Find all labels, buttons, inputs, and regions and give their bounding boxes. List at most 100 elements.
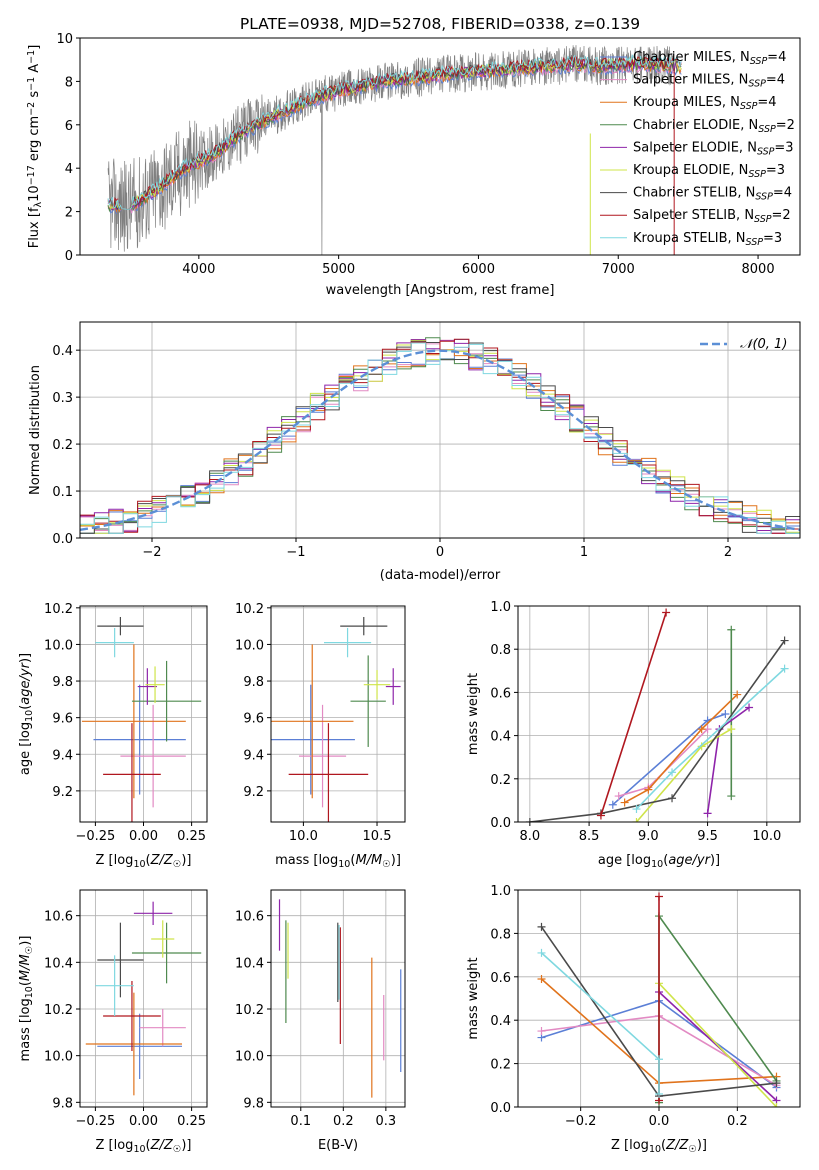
- x-tick-label: 0.0: [649, 1114, 670, 1129]
- y-axis-label: mass weight: [466, 673, 481, 755]
- x-tick-label: 4000: [182, 262, 215, 277]
- x-axis-label: (data-model)/error: [380, 568, 501, 583]
- y-tick-label: 10.2: [235, 602, 264, 617]
- x-tick-label: 0.00: [129, 829, 158, 844]
- legend-label: 𝒩(0, 1): [740, 337, 787, 352]
- x-tick-label: 9.5: [697, 829, 718, 844]
- x-tick-label: 5000: [322, 262, 355, 277]
- y-tick-label: 0.4: [490, 1014, 511, 1029]
- age_vs_mass-plot-area: [271, 616, 401, 822]
- y-tick-label: 0: [65, 249, 73, 264]
- spectrum-legend: Chabrier MILES, NSSP=4 Salpeter MILES, NS…: [600, 50, 795, 248]
- weight-marker: [727, 792, 736, 801]
- y-axis-label: Normed distribution: [28, 365, 43, 495]
- y-tick-label: 0.2: [490, 773, 511, 788]
- x-tick-label: 1: [580, 545, 588, 560]
- weight-marker: [644, 785, 653, 794]
- weight-line-kroupa-elodie: [658, 982, 778, 1107]
- y-tick-label: 0.4: [490, 730, 511, 745]
- weight-marker: [780, 636, 789, 645]
- x-tick-label: −2: [142, 545, 161, 560]
- massweight_vs_age-axes: 8.0 8.5 9.0 9.5 10.0 0.0 0.2 0.4 0.6 0.8 1.0 age [l…: [466, 600, 801, 870]
- legend-label-8: Kroupa STELIB, NSSP=3: [633, 231, 782, 248]
- weight-marker: [703, 809, 712, 818]
- x-axis-label: E(B-V): [318, 1138, 358, 1153]
- weight-marker: [537, 948, 546, 957]
- x-tick-label: 2: [724, 545, 732, 560]
- y-tick-label: 0.8: [490, 927, 511, 942]
- x-axis-label: Z [log10(Z/Z☉)]: [96, 853, 192, 870]
- axes-frame: [517, 889, 801, 1108]
- legend-label-7: Salpeter STELIB, NSSP=2: [633, 208, 791, 225]
- figure-title: PLATE=0938, MJD=52708, FIBERID=0338, z=0…: [240, 15, 640, 33]
- y-tick-label: 0.1: [52, 485, 73, 500]
- x-tick-label: 10.0: [289, 829, 318, 844]
- axes-frame: [79, 889, 208, 1108]
- weight-line-salpeter-miles: [618, 728, 709, 797]
- x-tick-label: 8000: [742, 262, 775, 277]
- x-tick-label: 9.0: [638, 829, 659, 844]
- weight-marker: [632, 805, 641, 814]
- x-tick-label: 0.2: [727, 1114, 748, 1129]
- weight-marker: [655, 892, 663, 901]
- weight-marker: [537, 974, 546, 983]
- legend-label-3: Chabrier ELODIE, NSSP=2: [633, 118, 795, 135]
- weight-marker: [697, 725, 706, 734]
- x-tick-label: 0.3: [376, 1114, 397, 1129]
- x-tick-label: 0.25: [177, 829, 206, 844]
- x-tick-label: −0.25: [75, 1114, 115, 1129]
- y-tick-label: 0.6: [490, 686, 511, 701]
- axes-frame: [79, 605, 208, 823]
- x-axis-label: age [log10(age/yr)]: [598, 853, 720, 870]
- weight-line-salpeter-elodie: [706, 706, 750, 814]
- mass_vs_ebv-axes: 0.1 0.2 0.3 9.8 10.0 10.2 10.4 10.6 E(B-V): [235, 889, 406, 1153]
- y-tick-label: 10.2: [235, 1003, 264, 1018]
- y-tick-label: 8: [65, 75, 73, 90]
- x-tick-label: 0.00: [129, 1114, 158, 1129]
- x-tick-label: 8.0: [520, 829, 541, 844]
- normal-distribution-curve: [80, 349, 800, 531]
- y-tick-label: 9.6: [52, 712, 73, 727]
- y-tick-label: 9.2: [243, 785, 264, 800]
- y-tick-label: 0.2: [52, 438, 73, 453]
- y-tick-label: 10.2: [44, 602, 73, 617]
- weight-marker: [608, 800, 617, 809]
- x-tick-label: 0.1: [290, 1114, 311, 1129]
- x-axis-label: Z [log10(Z/Z☉)]: [96, 1138, 192, 1155]
- weight-marker: [772, 1079, 781, 1088]
- y-axis-label: mass [log10(M/M☉)]: [18, 936, 35, 1062]
- legend-label-6: Chabrier STELIB, NSSP=4: [633, 186, 792, 203]
- legend-label-2: Kroupa MILES, NSSP=4: [633, 95, 777, 112]
- x-tick-label: 7000: [602, 262, 635, 277]
- weight-marker: [632, 818, 641, 822]
- y-tick-label: 1.0: [490, 600, 511, 615]
- y-tick-label: 9.2: [52, 785, 73, 800]
- y-tick-label: 6: [65, 119, 73, 134]
- weight-line-salpeter-stelib: [600, 612, 667, 816]
- y-axis-label: Flux [fλ10−17 erg cm−2 s−1 A−1]: [26, 45, 44, 249]
- y-tick-label: 1.0: [490, 884, 511, 899]
- x-tick-label: 0.2: [333, 1114, 354, 1129]
- axes-frame: [517, 605, 801, 823]
- y-tick-label: 9.6: [243, 712, 264, 727]
- spectrum-plot-area: [107, 45, 682, 255]
- weight-marker: [525, 818, 534, 822]
- x-axis-label: wavelength [Angstrom, rest frame]: [326, 283, 555, 298]
- mass_vs_ebv-plot-area: [278, 899, 402, 1098]
- y-tick-label: 10.0: [235, 1050, 264, 1065]
- x-tick-label: −1: [286, 545, 305, 560]
- y-tick-label: 9.8: [52, 1096, 73, 1111]
- mass_vs_Z-plot-area: [85, 901, 202, 1096]
- y-tick-label: 9.8: [52, 675, 73, 690]
- legend-label-1: Salpeter MILES, NSSP=4: [633, 73, 785, 90]
- weight-marker: [780, 664, 789, 673]
- spectrum-axes: 4000 5000 6000 7000 8000 0 2 4 6 8 10 wavelength [A…: [26, 32, 801, 298]
- y-axis-label: age [log10(age/yr)]: [18, 653, 35, 775]
- x-tick-label: 8.5: [579, 829, 600, 844]
- axes-frame: [270, 605, 406, 823]
- y-tick-label: 10.6: [235, 910, 264, 925]
- y-tick-label: 0.0: [52, 532, 73, 547]
- weight-marker: [614, 792, 623, 801]
- weight-marker: [537, 1027, 546, 1036]
